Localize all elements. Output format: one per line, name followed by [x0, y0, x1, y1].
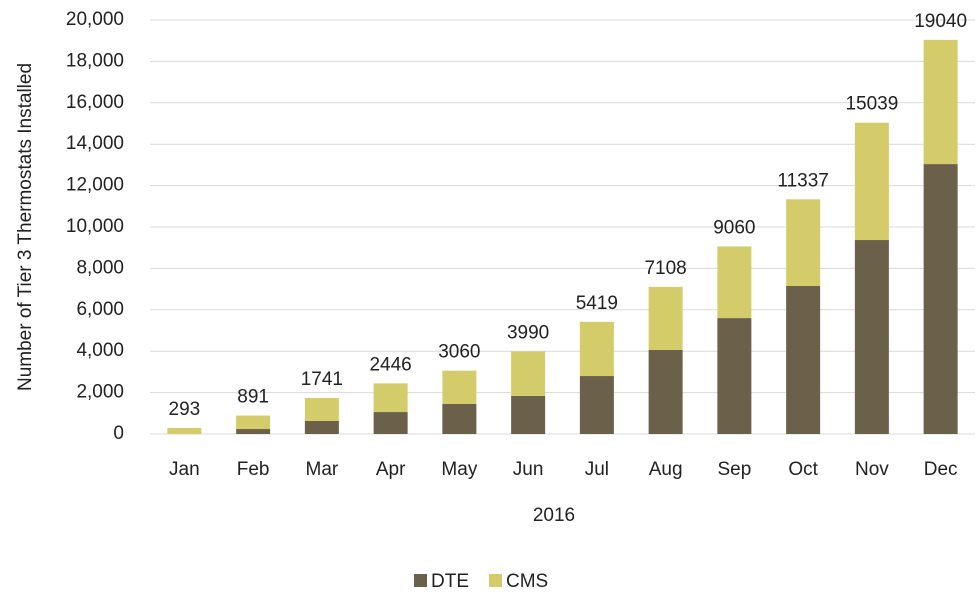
- total-label: 15039: [845, 94, 898, 115]
- bar-segment: [511, 395, 546, 434]
- y-tick-label: 12,000: [66, 175, 124, 196]
- x-tick-label: Jul: [585, 459, 609, 480]
- x-tick-label: Mar: [306, 459, 339, 480]
- x-tick-label: Apr: [376, 459, 406, 480]
- y-tick-label: 14,000: [66, 133, 124, 154]
- bar-segment: [923, 164, 958, 434]
- total-label: 11337: [777, 170, 828, 191]
- x-tick-label: Nov: [855, 459, 889, 480]
- x-tick-label: Jun: [513, 459, 544, 480]
- x-tick-label: Feb: [237, 459, 270, 480]
- bar-segment: [648, 286, 683, 350]
- total-label: 3990: [507, 322, 549, 343]
- bar-segment: [717, 318, 752, 434]
- bar-segment: [579, 321, 614, 377]
- y-tick-label: 16,000: [66, 92, 124, 113]
- bar-segment: [923, 39, 958, 165]
- total-label: 293: [169, 399, 201, 420]
- total-label: 3060: [438, 342, 480, 363]
- y-tick-label: 6,000: [76, 299, 124, 320]
- x-tick-label: Oct: [788, 459, 818, 480]
- legend-label: CMS: [506, 571, 548, 592]
- bar-segment: [304, 397, 339, 421]
- x-tick-label: Jan: [169, 459, 200, 480]
- x-tick-label: Sep: [717, 459, 751, 480]
- bar-segment: [167, 427, 202, 434]
- y-tick-label: 8,000: [76, 257, 124, 278]
- x-tick-label: Aug: [649, 459, 683, 480]
- bar-segment: [648, 349, 683, 434]
- y-tick-label: 18,000: [66, 50, 124, 71]
- y-tick-label: 4,000: [76, 340, 124, 361]
- y-tick-label: 20,000: [66, 9, 124, 30]
- total-label: 19040: [914, 11, 967, 32]
- bar-segment: [373, 383, 408, 413]
- legend-label: DTE: [431, 571, 469, 592]
- total-label: 891: [237, 387, 269, 408]
- bar-segment: [786, 285, 821, 434]
- bar-segment: [442, 403, 477, 434]
- bar-segment: [442, 370, 477, 404]
- total-label: 5419: [576, 293, 618, 314]
- x-axis-label: 2016: [533, 505, 575, 526]
- y-axis-label: Number of Tier 3 Thermostats Installed: [15, 63, 36, 391]
- bar-segment: [854, 122, 889, 241]
- y-tick-label: 0: [113, 423, 124, 444]
- total-label: 9060: [713, 217, 755, 238]
- y-tick-label: 2,000: [76, 382, 124, 403]
- bar-segment: [854, 240, 889, 434]
- bar-segment: [236, 429, 271, 434]
- y-tick-label: 10,000: [66, 216, 124, 237]
- bar-segment: [717, 246, 752, 319]
- x-tick-label: May: [441, 459, 477, 480]
- bar-segment: [236, 415, 271, 430]
- total-label: 7108: [644, 258, 686, 279]
- bar-segment: [511, 351, 546, 396]
- legend-swatch: [489, 574, 502, 587]
- x-tick-label: Dec: [924, 459, 958, 480]
- total-label: 1741: [301, 369, 343, 390]
- bar-segment: [373, 412, 408, 434]
- bar-segment: [579, 376, 614, 434]
- total-label: 2446: [369, 354, 411, 375]
- bar-segment: [786, 199, 821, 286]
- bar-segment: [304, 420, 339, 434]
- legend-swatch: [414, 574, 427, 587]
